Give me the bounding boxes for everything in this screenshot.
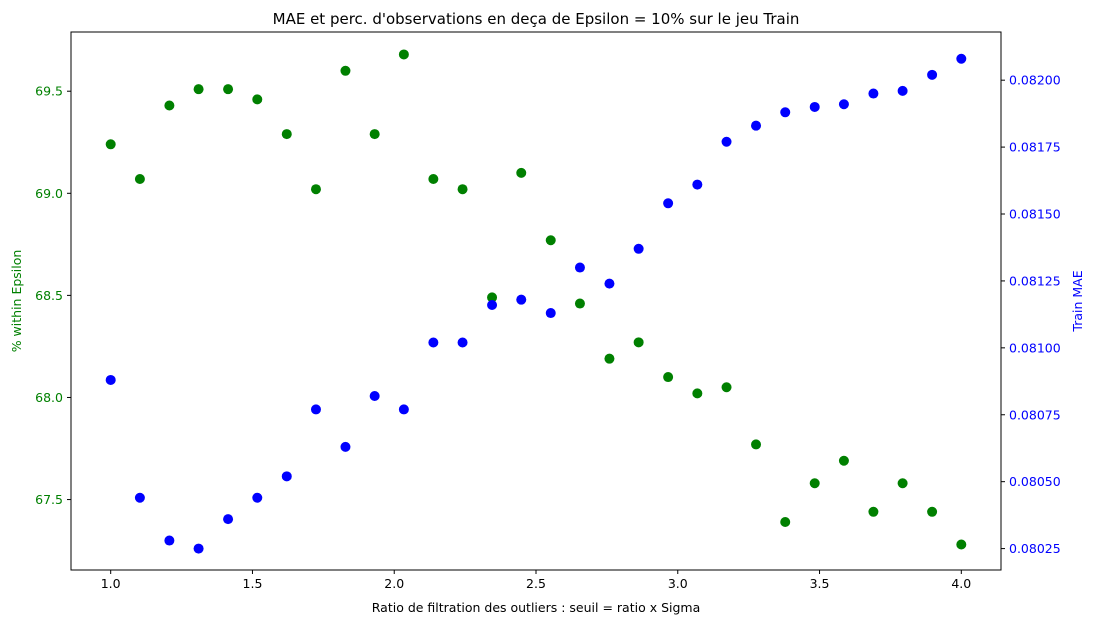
train-mae-point (164, 535, 175, 546)
pct-within-epsilon-point (604, 353, 615, 364)
chart-title: MAE et perc. d'observations en deça de E… (273, 10, 800, 28)
train-mae-point (428, 337, 439, 348)
pct-within-epsilon-point (398, 49, 409, 60)
train-mae-point (604, 278, 615, 289)
pct-within-epsilon-point (369, 129, 380, 140)
train-mae-point (398, 404, 409, 415)
pct-within-epsilon-point (545, 235, 556, 246)
pct-within-epsilon-point (927, 506, 938, 517)
train-mae-point (780, 107, 791, 118)
pct-within-epsilon-point (574, 298, 585, 309)
pct-within-epsilon-point (193, 84, 204, 95)
train-mae-point (838, 99, 849, 110)
train-mae-point (516, 294, 527, 305)
left-y-tick-label: 68.0 (35, 390, 63, 405)
pct-within-epsilon-point (487, 292, 498, 303)
train-mae-point (721, 136, 732, 147)
pct-within-epsilon-point (164, 100, 175, 111)
train-mae-point (369, 391, 380, 402)
right-y-tick-label: 0.08075 (1009, 407, 1061, 422)
train-mae-point (457, 337, 468, 348)
plot-area (70, 31, 1002, 571)
data-points (105, 49, 967, 554)
train-mae-point (281, 471, 292, 482)
left-y-tick-label: 68.5 (35, 288, 63, 303)
right-y-axis-title: Train MAE (1070, 270, 1085, 332)
x-tick-label: 1.0 (101, 576, 121, 591)
right-y-tick-label: 0.08150 (1009, 207, 1061, 222)
train-mae-point (692, 179, 703, 190)
train-mae-point (927, 69, 938, 80)
x-tick-label: 1.5 (243, 576, 263, 591)
right-y-tick-label: 0.08200 (1009, 73, 1061, 88)
train-mae-point (956, 53, 967, 64)
train-mae-point (574, 262, 585, 273)
train-mae-point (223, 514, 234, 525)
left-y-tick-label: 69.0 (35, 186, 63, 201)
train-mae-point (545, 308, 556, 319)
pct-within-epsilon-point (223, 84, 234, 95)
pct-within-epsilon-point (838, 455, 849, 466)
train-mae-point (105, 374, 116, 385)
pct-within-epsilon-point (868, 506, 879, 517)
pct-within-epsilon-point (281, 129, 292, 140)
left-y-axis-title: % within Epsilon (9, 250, 24, 353)
train-mae-point (487, 300, 498, 311)
pct-within-epsilon-point (516, 167, 527, 178)
right-y-tick-label: 0.08175 (1009, 140, 1061, 155)
x-tick-label: 2.0 (384, 576, 404, 591)
right-y-tick-label: 0.08025 (1009, 541, 1061, 556)
left-y-tick-label: 69.5 (35, 84, 63, 99)
train-mae-point (340, 441, 351, 452)
left-y-axis: 67.5 68.0 68.5 69.0 69.5 (35, 84, 71, 507)
pct-within-epsilon-point (692, 388, 703, 399)
train-mae-point (134, 492, 145, 503)
pct-within-epsilon-point (428, 174, 439, 185)
right-y-axis: 0.08025 0.08050 0.08075 0.08100 0.08125 0.081… (1001, 73, 1061, 556)
train-mae-point (751, 120, 762, 131)
right-y-tick-label: 0.08100 (1009, 340, 1061, 355)
pct-within-epsilon-point (252, 94, 263, 105)
pct-within-epsilon-point (721, 382, 732, 393)
pct-within-epsilon-point (780, 517, 791, 528)
pct-within-epsilon-point (897, 478, 908, 489)
pct-within-epsilon-point (105, 139, 116, 150)
train-mae-point (868, 88, 879, 99)
pct-within-epsilon-point (956, 539, 967, 550)
x-axis-title: Ratio de filtration des outliers : seuil… (372, 600, 701, 615)
pct-within-epsilon-point (310, 184, 321, 195)
train-mae-point (310, 404, 321, 415)
right-y-tick-label: 0.08050 (1009, 474, 1061, 489)
train-mae-point (809, 101, 820, 112)
x-tick-label: 3.0 (668, 576, 688, 591)
pct-within-epsilon-point (134, 174, 145, 185)
right-y-tick-label: 0.08125 (1009, 273, 1061, 288)
pct-within-epsilon-point (457, 184, 468, 195)
x-tick-label: 4.0 (951, 576, 971, 591)
x-tick-label: 3.5 (810, 576, 830, 591)
train-mae-point (633, 243, 644, 254)
train-mae-point (193, 543, 204, 554)
pct-within-epsilon-point (663, 372, 674, 383)
train-mae-point (252, 492, 263, 503)
x-axis: 1.0 1.5 2.0 2.5 3.0 3.5 4.0 (101, 570, 971, 591)
pct-within-epsilon-point (633, 337, 644, 348)
pct-within-epsilon-point (340, 65, 351, 76)
x-tick-label: 2.5 (526, 576, 546, 591)
pct-within-epsilon-point (809, 478, 820, 489)
train-mae-point (663, 198, 674, 209)
train-mae-point (897, 85, 908, 96)
left-y-tick-label: 67.5 (35, 492, 63, 507)
pct-within-epsilon-point (751, 439, 762, 450)
